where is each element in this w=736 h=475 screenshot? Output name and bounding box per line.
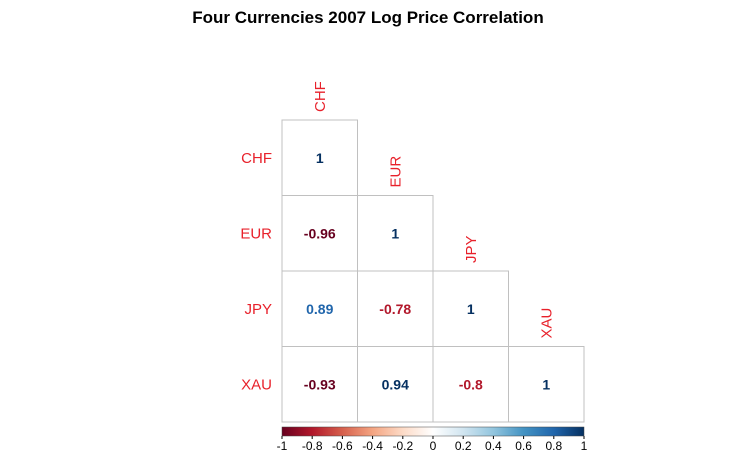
heatmap-cell [281,119,358,196]
colorbar-tick-label: -1 [277,439,288,453]
column-label-chf: CHF [312,81,329,112]
cell-value-jpy-eur: -0.78 [379,301,411,317]
heatmap-cell [357,346,434,423]
colorbar-tick-label: 0.6 [515,439,532,453]
colorbar-tick-label: -0.2 [392,439,413,453]
colorbar-tick-label: 1 [581,439,588,453]
colorbar-tick-label: 0.2 [455,439,472,453]
chart-title: Four Currencies 2007 Log Price Correlati… [192,8,544,27]
cell-value-eur-eur: 1 [391,225,399,241]
colorbar-tick-label: -0.4 [362,439,383,453]
row-label-eur: EUR [240,225,272,242]
heatmap-cell [432,346,509,423]
heatmap-cell [508,346,585,423]
cell-value-xau-eur: 0.94 [382,376,409,392]
colorbar-tick-label: 0.4 [485,439,502,453]
cell-value-eur-chf: -0.96 [304,225,336,241]
colorbar-tick-label: 0 [430,439,437,453]
row-label-xau: XAU [241,376,272,393]
cell-value-xau-chf: -0.93 [304,376,336,392]
row-label-jpy: JPY [244,301,272,318]
cell-value-xau-jpy: -0.8 [459,376,483,392]
cell-value-chf-chf: 1 [316,150,324,166]
colorbar [281,426,585,437]
heatmap-cell [357,195,434,272]
colorbar-tick-label: 0.8 [545,439,562,453]
colorbar-tick-label: -0.8 [302,439,323,453]
heatmap-cell [432,270,509,347]
cell-value-xau-xau: 1 [542,376,550,392]
column-label-eur: EUR [387,156,404,188]
heatmap-cell [357,270,434,347]
heatmap-cell [281,346,358,423]
cell-value-jpy-jpy: 1 [467,301,475,317]
colorbar-tick-label: -0.6 [332,439,353,453]
column-label-jpy: JPY [463,235,480,263]
column-label-xau: XAU [538,308,555,339]
row-label-chf: CHF [241,150,272,167]
cell-value-jpy-chf: 0.89 [306,301,333,317]
